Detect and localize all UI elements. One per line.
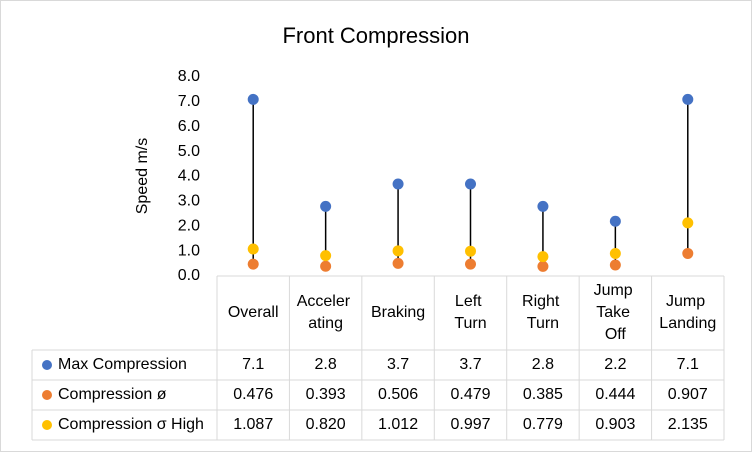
data-point <box>247 93 259 105</box>
y-tick-label: 6.0 <box>178 118 200 135</box>
data-point <box>247 243 259 255</box>
data-point <box>537 251 549 263</box>
data-point <box>537 200 549 212</box>
data-point <box>247 258 259 270</box>
data-point <box>320 260 332 272</box>
table-value: 7.1 <box>242 356 264 373</box>
legend-marker <box>42 420 52 430</box>
category-label: Right Turn <box>522 293 564 332</box>
data-point <box>320 250 332 262</box>
data-point <box>465 245 476 257</box>
category-label: Acceler ating <box>297 293 355 332</box>
data-point <box>682 247 694 259</box>
table-value: 0.997 <box>450 416 490 433</box>
data-point <box>609 248 621 260</box>
legend-marker <box>42 360 52 370</box>
data-point <box>392 257 404 269</box>
category-label: Jump Take Off <box>594 282 638 343</box>
category-label: Jump Landing <box>659 293 716 332</box>
y-tick-label: 7.0 <box>178 93 200 110</box>
data-point <box>320 200 332 212</box>
y-tick-label: 4.0 <box>178 168 200 185</box>
y-tick-label: 1.0 <box>178 242 200 259</box>
table-value: 0.907 <box>668 386 708 403</box>
table-value: 3.7 <box>387 356 409 373</box>
data-point <box>537 260 549 272</box>
table-value: 0.479 <box>450 386 490 403</box>
table-value: 0.393 <box>306 386 346 403</box>
data-point <box>609 259 621 271</box>
table-value: 0.820 <box>306 416 346 433</box>
table-value: 0.779 <box>523 416 563 433</box>
y-tick-label: 5.0 <box>178 143 200 160</box>
legend-label: Compression ø <box>58 386 167 403</box>
data-point <box>465 178 476 190</box>
table-value: 0.506 <box>378 386 418 403</box>
table-value: 0.444 <box>595 386 635 403</box>
y-tick-label: 0.0 <box>178 267 200 284</box>
data-point <box>392 245 404 257</box>
data-point <box>609 215 621 227</box>
table-value: 1.012 <box>378 416 418 433</box>
table-value: 7.1 <box>677 356 699 373</box>
table-value: 2.2 <box>604 356 626 373</box>
table-value: 1.087 <box>233 416 273 433</box>
data-point <box>392 178 404 190</box>
table-value: 0.385 <box>523 386 563 403</box>
category-label: Left Turn <box>454 293 486 332</box>
y-tick-label: 2.0 <box>178 217 200 234</box>
table-value: 0.903 <box>595 416 635 433</box>
y-tick-label: 3.0 <box>178 193 200 210</box>
table-value: 2.135 <box>668 416 708 433</box>
y-axis-title: Speed m/s <box>134 138 151 214</box>
legend-marker <box>42 390 52 400</box>
table-value: 0.476 <box>233 386 273 403</box>
data-point <box>682 217 694 229</box>
category-label: Overall <box>228 304 279 321</box>
table-value: 2.8 <box>532 356 554 373</box>
y-tick-label: 8.0 <box>178 68 200 85</box>
table-value: 2.8 <box>315 356 337 373</box>
chart-title: Front Compression <box>282 23 469 48</box>
data-point <box>682 93 694 105</box>
category-label: Braking <box>371 304 425 321</box>
legend-label: Max Compression <box>58 356 187 373</box>
legend-label: Compression σ High <box>58 416 204 433</box>
data-point <box>465 258 476 270</box>
table-value: 3.7 <box>459 356 481 373</box>
